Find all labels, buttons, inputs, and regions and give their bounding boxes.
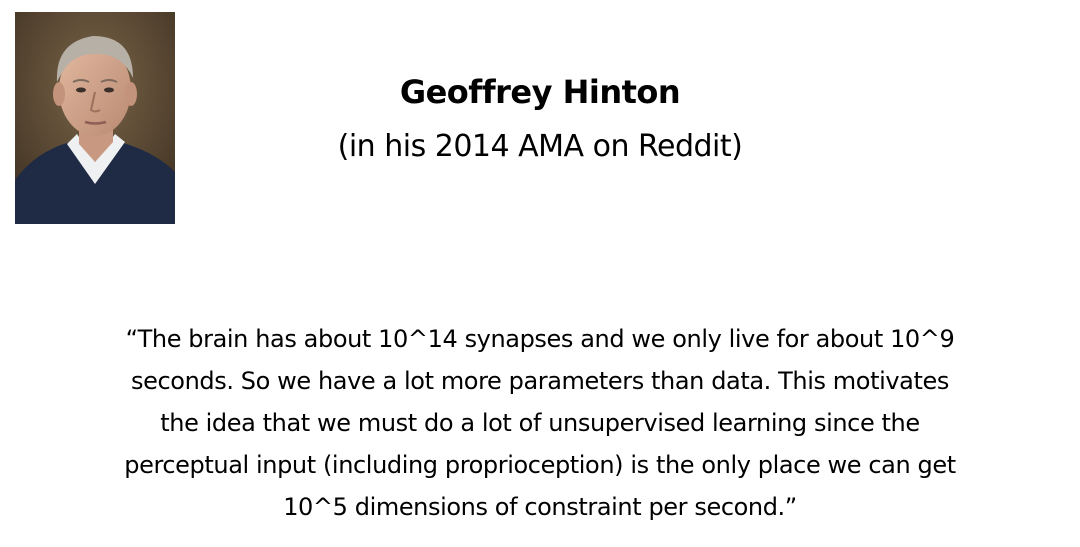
quote-line: the idea that we must do a lot of unsupe…	[160, 409, 920, 437]
portrait-photo	[15, 12, 175, 224]
speaker-name: Geoffrey Hinton	[399, 73, 681, 111]
quote-text: “The brain has about 10^14 synapses and …	[60, 318, 1020, 528]
heading-block: Geoffrey Hinton (in his 2014 AMA on Redd…	[280, 70, 800, 169]
quote-line: seconds. So we have a lot more parameter…	[131, 367, 949, 395]
quote-line: 10^5 dimensions of constraint per second…	[283, 493, 797, 521]
quote-line: “The brain has about 10^14 synapses and …	[125, 325, 955, 353]
quote-line: perceptual input (including propriocepti…	[124, 451, 956, 479]
portrait-illustration	[15, 12, 175, 224]
quote-source: (in his 2014 AMA on Reddit)	[337, 129, 743, 164]
